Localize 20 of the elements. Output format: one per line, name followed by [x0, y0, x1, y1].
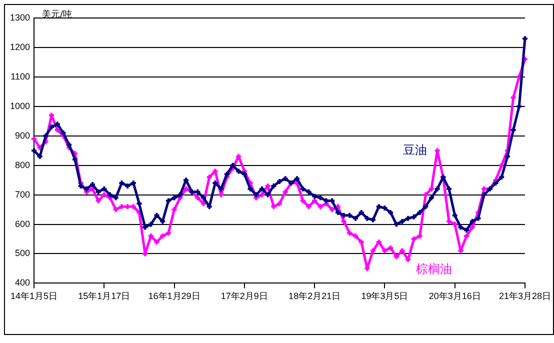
y-tick-label: 1000: [10, 100, 30, 111]
y-tick-label: 600: [14, 218, 30, 229]
y-tick-label: 500: [14, 248, 30, 258]
y-tick-label: 700: [14, 189, 30, 200]
x-tick-label: 17年2月9日: [220, 291, 268, 302]
y-tick-label: 1300: [10, 12, 30, 22]
x-tick-label: 18年2月21日: [288, 291, 341, 302]
x-tick-label: 19年3月5日: [361, 291, 408, 302]
x-tick-label: 14年1月5日: [10, 291, 58, 302]
y-tick-label: 400: [14, 278, 30, 288]
y-tick-label: 900: [14, 130, 30, 140]
x-tick-label: 16年1月29日: [148, 291, 200, 302]
y-tick-label: 1200: [10, 42, 30, 52]
x-tick-label: 20年3月16日: [428, 291, 481, 302]
x-tick-label: 15年1月17日: [78, 291, 130, 302]
series-label: 棕榈油: [416, 262, 452, 276]
x-tick-label: 21年3月28日: [498, 291, 551, 302]
y-tick-label: 1100: [10, 71, 30, 82]
y-tick-label: 800: [14, 160, 30, 170]
series-label: 豆油: [403, 143, 428, 158]
